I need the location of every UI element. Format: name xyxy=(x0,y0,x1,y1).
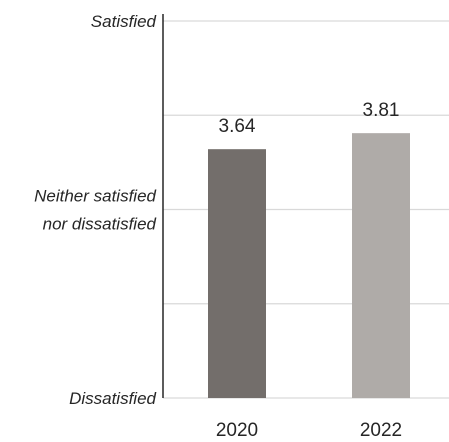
y-tick-label: Neither satisfied nor dissatisfied xyxy=(34,187,156,234)
value-label-2020: 3.64 xyxy=(219,116,256,137)
y-tick-label-line: Satisfied xyxy=(91,12,157,31)
x-tick-label-2020: 2020 xyxy=(216,420,258,441)
y-tick-label-line: nor dissatisfied xyxy=(43,215,157,234)
value-labels: 3.64 3.81 xyxy=(219,100,400,137)
y-tick-label-line: Dissatisfied xyxy=(69,389,156,408)
x-tick-label-2022: 2022 xyxy=(360,420,402,441)
y-tick-label: Dissatisfied xyxy=(69,389,156,408)
bar-2022 xyxy=(352,133,410,398)
y-tick-label: Satisfied xyxy=(91,12,157,31)
x-tick-labels: 2020 2022 xyxy=(216,420,402,441)
y-tick-label-line: Neither satisfied xyxy=(34,187,156,206)
value-label-2022: 3.81 xyxy=(363,100,400,121)
bars xyxy=(208,133,410,398)
bar-2020 xyxy=(208,149,266,398)
y-tick-labels: Satisfied Neither satisfied nor dissatisfi… xyxy=(34,12,156,408)
